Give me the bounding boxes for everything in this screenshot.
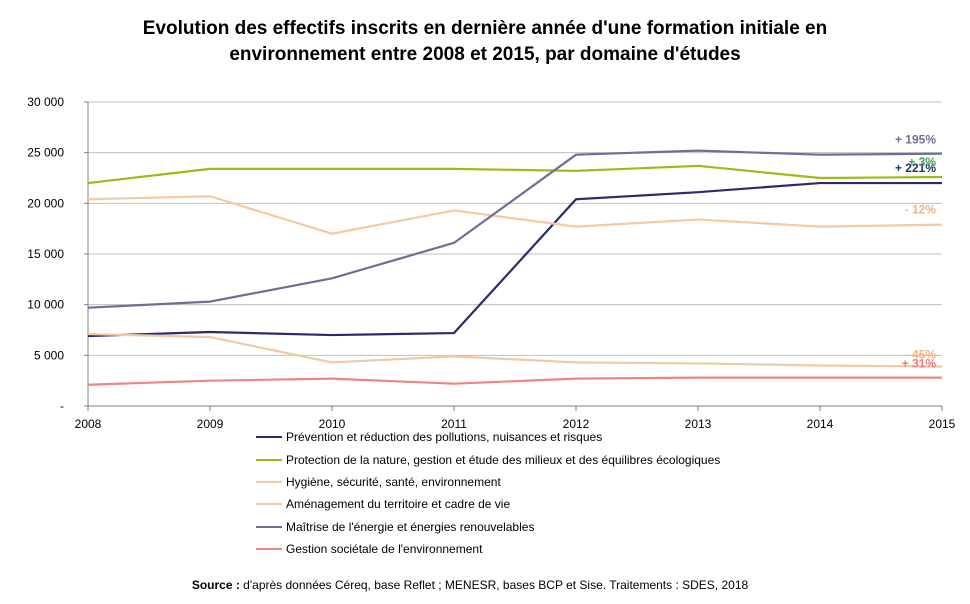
x-axis-ticks: 2008 2009 2010 2011 2012 2013 2014 2015 [75,406,956,431]
legend-swatch [256,436,282,439]
legend-swatch [256,525,282,528]
series-line-1 [87,181,942,338]
source-label: Source : [191,578,240,592]
series-annotations: + 221%+ 3% - 12% - 45% + 195% + 31% [895,133,936,371]
x-tick-label: 2014 [807,417,834,431]
legend-swatch [256,503,282,506]
y-tick-label: 25 000 [27,146,64,160]
legend-item: Gestion sociétale de l'environnement [256,538,720,560]
legend-item: Prévention et réduction des pollutions, … [256,426,720,448]
x-tick-label: 2008 [75,417,102,431]
series-line-2 [87,164,943,185]
series-line-3 [87,195,943,235]
y-tick-label: 10 000 [27,298,64,312]
x-tick-label: 2013 [685,417,712,431]
y-tick-label: 15 000 [27,247,64,261]
series-annotation: + 221% [895,161,936,175]
series-annotation: + 195% [895,133,936,147]
series-annotation: + 3% [908,155,936,169]
chart-title-line-2: environnement entre 2008 et 2015, par do… [229,44,741,65]
legend-label: Maîtrise de l'énergie et énergies renouv… [286,519,535,534]
legend: Prévention et réduction des pollutions, … [256,426,720,560]
y-axis-ticks: 30 000 25 000 20 000 15 000 10 000 5 000 - [27,95,88,413]
legend-label: Prévention et réduction des pollutions, … [286,430,603,445]
series-lines [87,149,943,386]
x-tick-label: 2010 [319,417,346,431]
y-tick-label: 30 000 [27,95,64,109]
gridlines [88,101,942,356]
y-tick-label: - [60,399,64,413]
chart-title-line-1: Evolution des effectifs inscrits en dern… [142,18,828,39]
legend-label: Aménagement du territoire et cadre de vi… [286,497,511,512]
series-line-6 [87,376,942,386]
source-text: d'après données Céreq, base Reflet ; MEN… [239,578,749,592]
legend-item: Protection de la nature, gestion et étud… [256,448,720,470]
series-line-5 [87,149,943,309]
x-tick-label: 2015 [929,417,956,431]
series-line-4 [87,332,943,368]
series-annotation: - 12% [905,203,937,217]
legend-swatch [256,458,282,461]
series-annotation: - 45% [905,347,937,361]
chart-title: Evolution des effectifs inscrits en dern… [0,16,970,68]
x-tick-label: 2009 [197,417,224,431]
legend-label: Hygiène, sécurité, santé, environnement [286,474,501,489]
source-note: Source : d'après données Céreq, base Ref… [0,578,940,592]
line-chart: 30 000 25 000 20 000 15 000 10 000 5 000 - 200… [27,95,956,431]
series-annotation: + 31% [902,357,937,371]
legend-swatch [256,548,282,551]
x-tick-label: 2012 [563,417,590,431]
legend-item: Aménagement du territoire et cadre de vi… [256,493,720,515]
x-tick-label: 2011 [441,417,467,431]
y-tick-label: 20 000 [27,196,64,210]
legend-swatch [256,480,282,483]
y-tick-label: 5 000 [34,348,64,362]
legend-item: Maîtrise de l'énergie et énergies renouv… [256,516,720,538]
legend-label: Gestion sociétale de l'environnement [286,542,483,557]
legend-label: Protection de la nature, gestion et étud… [286,452,721,467]
legend-item: Hygiène, sécurité, santé, environnement [256,471,720,493]
